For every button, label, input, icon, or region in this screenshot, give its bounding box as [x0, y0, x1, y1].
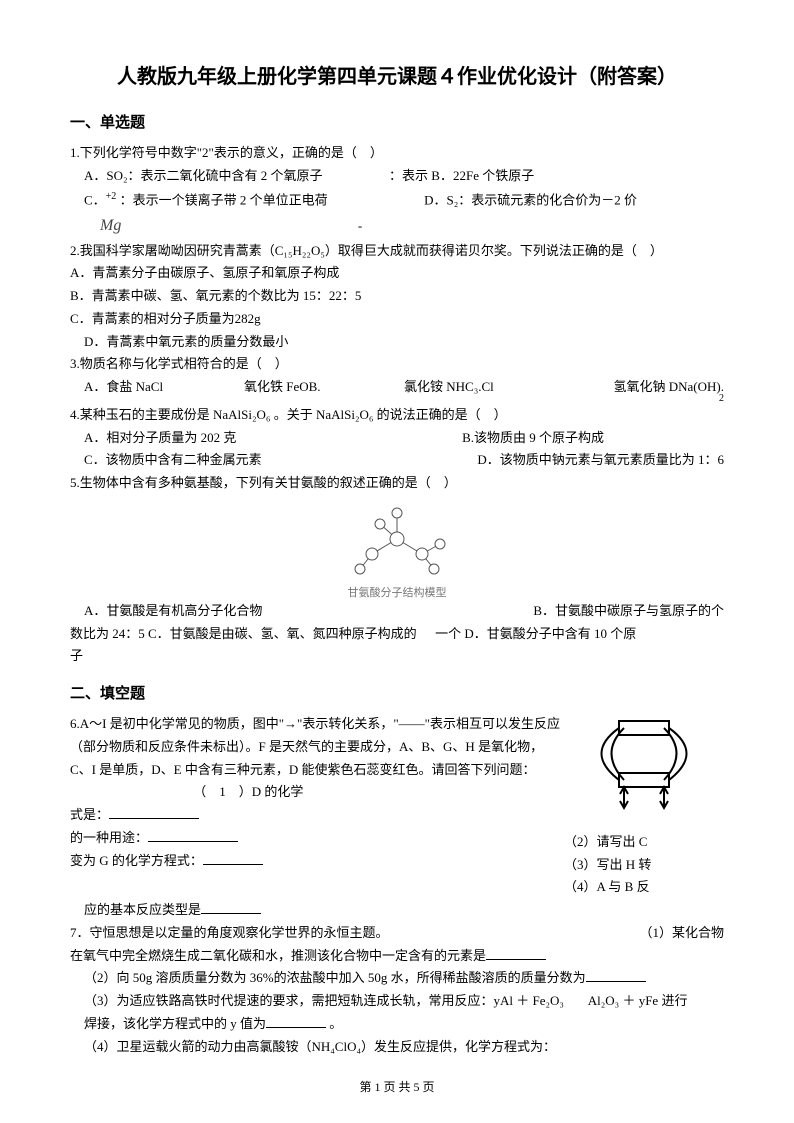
section-1-heading: 一、单选题 — [70, 111, 724, 132]
page-footer: 第 1 页 共 5 页 — [0, 1078, 794, 1095]
blank — [486, 947, 546, 960]
q7-p4-line: （4）卫星运载火箭的动力由高氯酸铵（NH₄ClO₄）发生反应提供，化学方程式为： — [70, 1036, 724, 1059]
question-1-row1: A．SO₂：表示二氧化硫中含有 2 个氧原子 ：表示 B．22Fe 个铁原子 — [70, 165, 724, 188]
page: 人教版九年级上册化学第四单元课题４作业优化设计（附答案） 一、单选题 1.下列化… — [0, 0, 794, 1123]
q7-intro: 7．守恒思想是以定量的角度观察化学世界的永恒主题。 — [70, 925, 389, 940]
q6-p4-line: 应的基本反应类型是 — [70, 899, 724, 922]
q2-optC: C．青蒿素的相对分子质量为282g — [70, 308, 724, 331]
q7-p1-line: 在氧气中完全燃烧生成二氧化碳和水，推测该化合物中一定含有的元素是 — [70, 945, 724, 968]
q1-optC-body: ：表示一个镁离子带 2 个单位正电荷 — [120, 192, 328, 207]
q2-optA: A．青蒿素分子由碳原子、氢原子和氧原子构成 — [70, 262, 724, 285]
q6-p4: 应的基本反应类型是 — [84, 902, 201, 917]
q7-p3c-line: 焊接，该化学方程式中的 y 值为 。 — [70, 1013, 724, 1036]
question-6-intro: 6.A～I 是初中化学常见的物质，图中"→"表示转化关系，"——"表示相互可以发… — [70, 713, 724, 899]
q6-p3: 变为 G 的化学方程式： — [70, 853, 203, 868]
q3-optD: 氢氧化钠 DNa(OH). — [564, 376, 724, 399]
q7-p3c: 焊接，该化学方程式中的 y 值为 — [84, 1016, 266, 1031]
q2-optB: B．青蒿素中碳、氢、氧元素的个数比为 15：22：5 — [70, 285, 724, 308]
q6-p2-lead: （2）请写出 C — [564, 831, 724, 854]
q2-optD: D．青蒿素中氧元素的质量分数最小 — [70, 331, 724, 354]
q4-optD: D．该物质中钠元素与氧元素质量比为 1：6 — [477, 449, 724, 472]
q4-optB: B.该物质由 9 个原子构成 — [462, 427, 724, 450]
q5-optA: A．甘氨酸是有机高分子化合物 — [84, 603, 262, 618]
q7-p1-lead: （1）某化合物 — [639, 922, 724, 945]
q6-p1: 式是： — [70, 807, 109, 822]
question-2-stem: 2.我国科学家屠呦呦因研究青蒿素（C₁₅H₂₂O₅）取得巨大成就而获得诺贝尔奖。… — [70, 240, 724, 263]
q7-p2-line: （2）向 50g 溶质质量分数为 36%的浓盐酸中加入 50g 水，所得稀盐酸溶… — [70, 967, 724, 990]
q7-p3d: 。 — [329, 1016, 342, 1031]
q7-p3b: Al₂O₃ ＋ yFe 进行 — [588, 993, 688, 1008]
question-5-row1: A．甘氨酸是有机高分子化合物 B．甘氨酸中碳原子与氢原子的个 — [70, 600, 724, 623]
blank — [109, 806, 199, 819]
q5-optB: B．甘氨酸中碳原子与氢原子的个 — [533, 600, 724, 623]
q3-optC: 氯化铵 NHC₃.Cl — [404, 376, 564, 399]
question-3-stem: 3.物质名称与化学式相符合的是（ ） — [70, 353, 724, 376]
question-3-options: A．食盐 NaCl 氧化铁 FeOB. 氯化铵 NHC₃.Cl 氢氧化钠 DNa… — [70, 376, 724, 399]
question-4-stem: 4.某种玉石的主要成份是 NaAlSi₂O₆ 。关于 NaAlSi₂O₆ 的说法… — [70, 404, 724, 427]
q6-p3-lead: （3）写出 H 转 — [564, 854, 724, 877]
q1-optD: D．S₂：表示硫元素的化合价为－2 价 — [424, 192, 637, 207]
q5-line3: 子 — [70, 645, 724, 668]
q6-p2: 的一种用途： — [70, 830, 148, 845]
molecule-diagram-icon — [342, 499, 452, 579]
question-1-row2: C．+2 ：表示一个镁离子带 2 个单位正电荷 D．S₂：表示硫元素的化合价为－… — [70, 188, 724, 212]
q6-diagram: （2）请写出 C （3）写出 H 转 （4）A 与 B 反 — [564, 713, 724, 899]
question-1-stem: 1.下列化学符号中数字"2"表示的意义，正确的是（ ） — [70, 142, 724, 165]
q1-optC-sup: +2 — [106, 191, 117, 202]
q7-p1: 在氧气中完全燃烧生成二氧化碳和水，推测该化合物中一定含有的元素是 — [70, 948, 486, 963]
question-5-stem: 5.生物体中含有多种氨基酸，下列有关甘氨酸的叙述正确的是（ ） — [70, 472, 724, 495]
q5-line2a: 数比为 24：5 C．甘氨酸是由碳、氢、氧、氮四种原子构成的 — [70, 626, 417, 641]
q1-dash: - — [358, 218, 362, 233]
section-2-heading: 二、填空题 — [70, 682, 724, 703]
blank — [148, 829, 238, 842]
q4-optC: C．该物质中含有二种金属元素 — [84, 452, 262, 467]
blank — [203, 852, 263, 865]
blank — [266, 1015, 326, 1028]
question-4-row2: C．该物质中含有二种金属元素 D．该物质中钠元素与氧元素质量比为 1：6 — [70, 449, 724, 472]
reaction-diagram-icon — [564, 713, 724, 823]
q1-optA: A．SO₂：表示二氧化硫中含有 2 个氧原子 — [84, 168, 323, 183]
q5-line2b: 一个 D．甘氨酸分子中含有 10 个原 — [435, 626, 636, 641]
q1-optC-pre: C． — [84, 192, 106, 207]
document-title: 人教版九年级上册化学第四单元课题４作业优化设计（附答案） — [70, 60, 724, 89]
blank — [586, 969, 646, 982]
q7-p3a: （3）为适应铁路高铁时代提速的要求，需把短轨连成长轨，常用反应：yAl ＋ Fe… — [84, 993, 564, 1008]
question-1-row3: Mg - — [70, 212, 724, 240]
q6-p4-lead: （4）A 与 B 反 — [564, 876, 724, 899]
question-4-row1: A．相对分子质量为 202 克 B.该物质由 9 个原子构成 — [70, 427, 724, 450]
q6-p1-left: （ 1 ）D 的化学 — [193, 784, 303, 799]
q1-mg-symbol: Mg — [70, 217, 121, 234]
question-5-row2: 数比为 24：5 C．甘氨酸是由碳、氢、氧、氮四种原子构成的 一个 D．甘氨酸分… — [70, 623, 724, 646]
q7-p2: （2）向 50g 溶质质量分数为 36%的浓盐酸中加入 50g 水，所得稀盐酸溶… — [84, 970, 586, 985]
blank — [201, 901, 261, 914]
q5-figure: 甘氨酸分子结构模型 — [70, 499, 724, 600]
q3-optA: A．食盐 NaCl — [84, 376, 244, 399]
q7-p4: （4）卫星运载火箭的动力由高氯酸铵（NH₄ClO₄）发生反应提供，化学方程式为： — [84, 1039, 556, 1054]
q7-p3-line: （3）为适应铁路高铁时代提速的要求，需把短轨连成长轨，常用反应：yAl ＋ Fe… — [70, 990, 724, 1013]
q1-optB: ：表示 B．22Fe 个铁原子 — [389, 168, 534, 183]
q6-intro-text: 6.A～I 是初中化学常见的物质，图中"→"表示转化关系，"——"表示相互可以发… — [70, 716, 560, 777]
question-7-intro: 7．守恒思想是以定量的角度观察化学世界的永恒主题。 （1）某化合物 — [70, 922, 724, 945]
q4-optA: A．相对分子质量为 202 克 — [84, 430, 236, 445]
q3-optB: 氧化铁 FeOB. — [244, 376, 404, 399]
q5-caption: 甘氨酸分子结构模型 — [70, 584, 724, 600]
